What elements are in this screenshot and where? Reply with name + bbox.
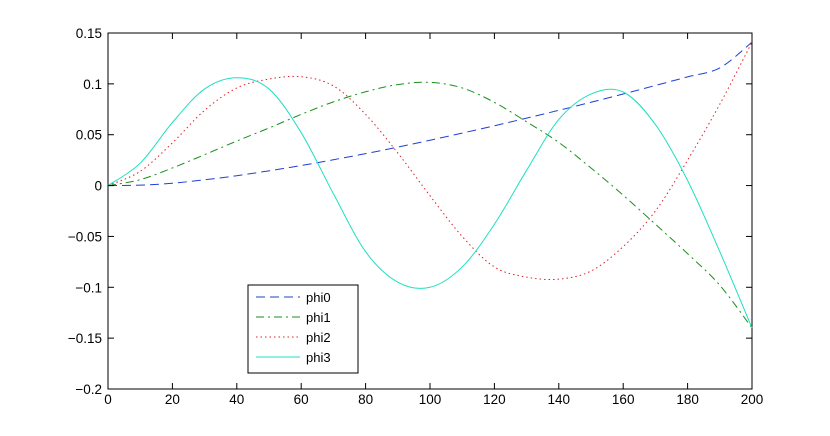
legend: phi0 phi1 phi2 phi3 — [247, 284, 359, 374]
x-tick-label: 100 — [419, 392, 442, 407]
series-line-phi1 — [107, 81, 753, 329]
x-tick-label: 0 — [104, 392, 112, 407]
series-line-phi3 — [107, 77, 753, 329]
x-tick-label: 40 — [229, 392, 244, 407]
y-tick-label: −0.2 — [75, 382, 102, 397]
legend-label-phi2: phi2 — [306, 330, 331, 345]
axis-layer: 0 20 40 60 80 100 120 140 160 180 2000.150.10.050−… — [68, 26, 763, 407]
x-tick-label: 140 — [548, 392, 571, 407]
legend-box — [247, 284, 359, 374]
series-line-phi0 — [107, 41, 753, 187]
y-tick-label: −0.05 — [68, 229, 102, 244]
legend-label-phi0: phi0 — [306, 290, 331, 305]
legend-label-phi1: phi1 — [306, 310, 331, 325]
y-tick-label: 0.05 — [76, 128, 102, 143]
y-tick-label: −0.15 — [68, 331, 102, 346]
x-tick-label: 20 — [165, 392, 180, 407]
x-tick-label: 120 — [483, 392, 506, 407]
x-tick-label: 200 — [741, 392, 764, 407]
series-layer — [107, 41, 753, 329]
y-tick-label: 0.1 — [83, 77, 102, 92]
x-tick-label: 60 — [294, 392, 309, 407]
legend-label-phi3: phi3 — [306, 350, 331, 365]
series-line-phi2 — [107, 41, 753, 281]
x-tick-label: 160 — [612, 392, 635, 407]
y-tick-label: 0.15 — [76, 26, 102, 41]
x-tick-label: 180 — [676, 392, 699, 407]
y-tick-label: −0.1 — [75, 280, 102, 295]
x-tick-label: 80 — [358, 392, 373, 407]
y-tick-label: 0 — [94, 179, 102, 194]
plot-area — [107, 32, 753, 390]
